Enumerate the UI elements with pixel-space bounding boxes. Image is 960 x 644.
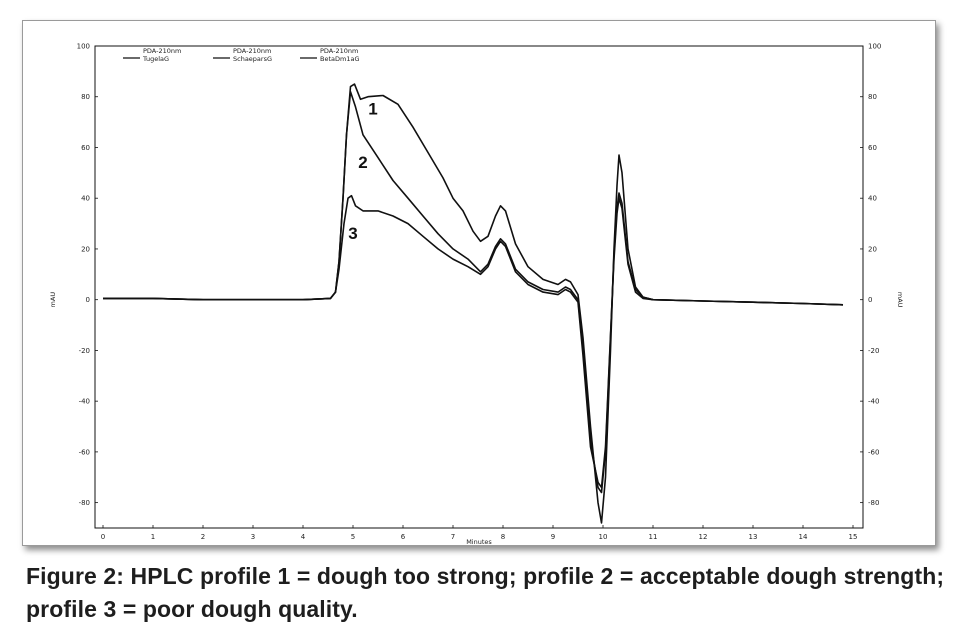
plot-area	[94, 45, 864, 529]
y-tick-label-right: -80	[868, 499, 879, 507]
x-tick-label: 10	[599, 533, 608, 541]
legend-header: PDA-210nm	[320, 47, 358, 55]
peak-label-3: 3	[348, 224, 357, 243]
y-tick-label-left: -60	[79, 448, 90, 456]
legend-entry: SchaeparsG	[233, 55, 272, 63]
x-tick-label: 14	[799, 533, 808, 541]
x-axis-label: Minutes	[466, 538, 492, 545]
legend-entry: BetaDm1aG	[320, 55, 359, 63]
peak-label-2: 2	[358, 153, 367, 172]
y-tick-label-left: 0	[86, 296, 90, 304]
series-line-3	[103, 194, 844, 489]
x-tick-label: 6	[401, 533, 406, 541]
y-tick-label-right: 40	[868, 195, 877, 203]
y-tick-label-left: 40	[81, 195, 90, 203]
y-tick-label-left: -80	[79, 499, 90, 507]
x-tick-label: 0	[101, 533, 105, 541]
y-tick-label-right: 0	[868, 296, 872, 304]
y-axis-label-right: mAU	[896, 292, 904, 308]
y-tick-label-left: 20	[81, 245, 90, 253]
y-tick-label-left: -40	[79, 398, 90, 406]
y-tick-label-right: -60	[868, 448, 879, 456]
y-tick-label-right: 20	[868, 245, 877, 253]
figure-caption: Figure 2: HPLC profile 1 = dough too str…	[26, 563, 945, 622]
y-tick-label-right: 60	[868, 144, 877, 152]
x-tick-label: 7	[451, 533, 455, 541]
series-line-2	[103, 90, 844, 494]
y-tick-label-left: 80	[81, 93, 90, 101]
figure-frame: 0 1 2 3 4 5 6 7 8 9 10 11 12 13 14 15 100 100 80 80 60 60 40 40…	[22, 20, 936, 546]
y-axis-label-left: mAU	[49, 292, 57, 308]
x-tick-label: 2	[201, 533, 205, 541]
x-tick-label: 4	[301, 533, 306, 541]
y-tick-label-left: 60	[81, 144, 90, 152]
legend-entry: TugelaG	[142, 55, 169, 63]
peak-label-1: 1	[368, 99, 377, 118]
x-tick-label: 11	[649, 533, 658, 541]
legend-header: PDA-210nm	[233, 47, 271, 55]
x-tick-label: 15	[849, 533, 858, 541]
x-tick-label: 8	[501, 533, 505, 541]
y-tick-label-right: -20	[868, 347, 879, 355]
x-tick-label: 9	[551, 533, 555, 541]
legend-header: PDA-210nm	[143, 47, 181, 55]
y-tick-label-left: -20	[79, 347, 90, 355]
y-tick-label-right: -40	[868, 398, 879, 406]
x-tick-label: 1	[151, 533, 155, 541]
y-tick-label-right: 80	[868, 93, 877, 101]
y-tick-label-right: 100	[868, 43, 881, 51]
x-tick-label: 5	[351, 533, 355, 541]
x-tick-label: 12	[699, 533, 708, 541]
x-tick-label: 3	[251, 533, 255, 541]
x-tick-label: 13	[749, 533, 758, 541]
y-tick-label-left: 100	[77, 43, 90, 51]
